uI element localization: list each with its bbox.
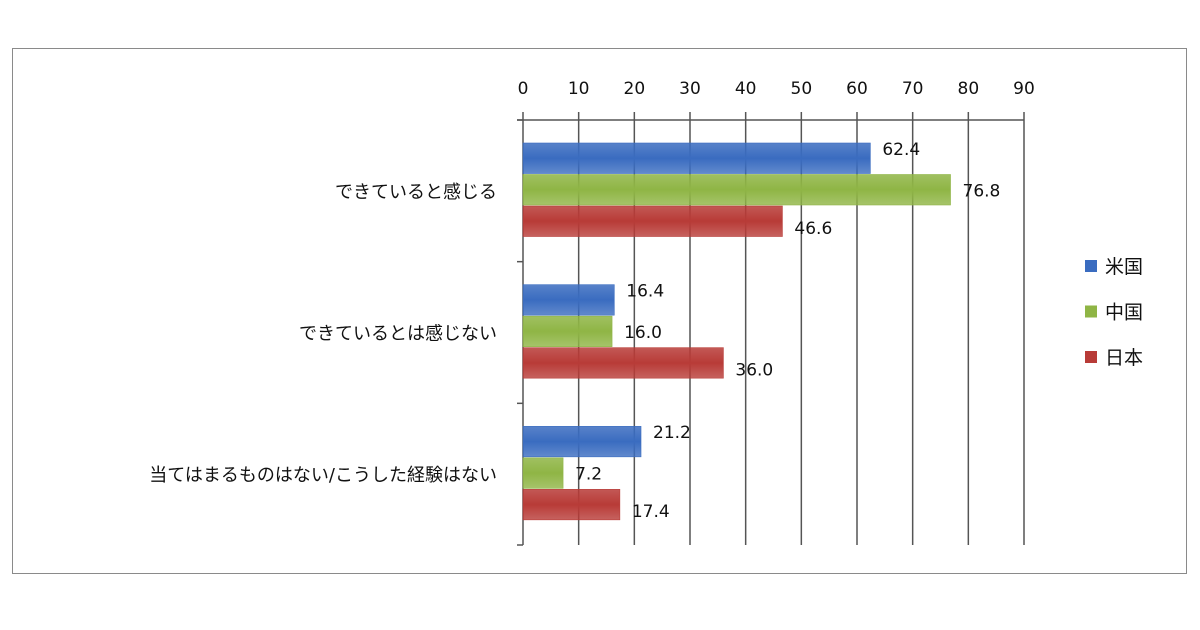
legend-swatch [1085,351,1097,363]
x-tick-label: 60 [846,79,868,99]
x-tick-label: 10 [568,79,590,99]
data-label: 76.8 [963,181,1001,201]
x-tick-label: 0 [518,79,529,99]
data-label: 17.4 [632,502,670,522]
data-label: 16.0 [624,323,662,343]
x-tick-label: 90 [1013,79,1035,99]
legend-swatch [1085,305,1097,318]
x-tick-label: 70 [902,79,924,99]
x-tick-label: 20 [624,79,646,99]
category-label: できているとは感じない [299,324,497,345]
chart-frame [12,48,1187,574]
bar-2-2 [522,489,621,521]
data-label: 16.4 [626,281,664,301]
bar-2-1 [522,347,724,379]
legend-label: 中国 [1105,302,1143,324]
bar-0-2 [522,426,642,458]
x-tick-label: 50 [791,79,813,99]
legend-label: 米国 [1105,256,1143,278]
data-label: 46.6 [794,219,832,239]
legend-label: 日本 [1105,347,1143,369]
data-label: 21.2 [653,423,691,443]
bar-1-2 [522,457,564,489]
bar-2-0 [522,205,783,237]
bar-1-1 [522,315,613,347]
bar-1-0 [522,174,951,206]
category-label: できていると感じる [335,182,497,203]
data-label: 7.2 [575,465,602,485]
x-tick-label: 40 [735,79,757,99]
bar-0-0 [522,142,871,174]
category-label: 当てはまるものはない/こうした経験はない [149,465,497,486]
legend-swatch [1085,260,1097,272]
data-label: 36.0 [735,360,773,380]
bar-0-1 [522,284,615,316]
data-label: 62.4 [882,140,920,160]
x-tick-label: 80 [958,79,980,99]
x-tick-label: 30 [679,79,701,99]
